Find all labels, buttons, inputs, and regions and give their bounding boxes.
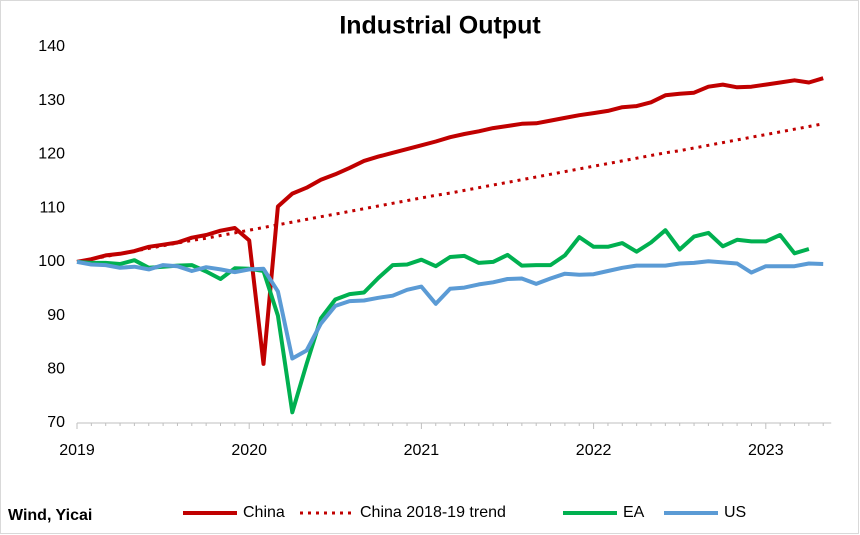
x-tick-label: 2023: [748, 442, 784, 459]
y-tick-label: 130: [38, 92, 65, 109]
x-tick-label: 2022: [576, 442, 612, 459]
x-tick-label: 2019: [59, 442, 95, 459]
series-line: [76, 259, 824, 361]
x-tick-label: 2021: [404, 442, 440, 459]
y-tick-label: 70: [47, 414, 65, 431]
y-tick-label: 100: [38, 253, 65, 270]
y-tick-label: 90: [47, 307, 65, 324]
legend-label: EA: [623, 504, 645, 521]
y-tick-label: 110: [39, 199, 65, 216]
chart-title: Industrial Output: [339, 12, 541, 40]
legend-label: US: [724, 504, 746, 521]
y-tick-label: 120: [38, 146, 65, 163]
y-tick-label: 140: [38, 38, 65, 55]
legend-label: China 2018-19 trend: [360, 504, 506, 521]
y-tick-label: 80: [47, 361, 65, 378]
x-tick-label: 2020: [231, 442, 267, 459]
source-note: Wind, Yicai: [8, 507, 92, 524]
series-line: [76, 122, 824, 264]
series-line: [76, 76, 824, 366]
legend-label: China: [243, 504, 285, 521]
